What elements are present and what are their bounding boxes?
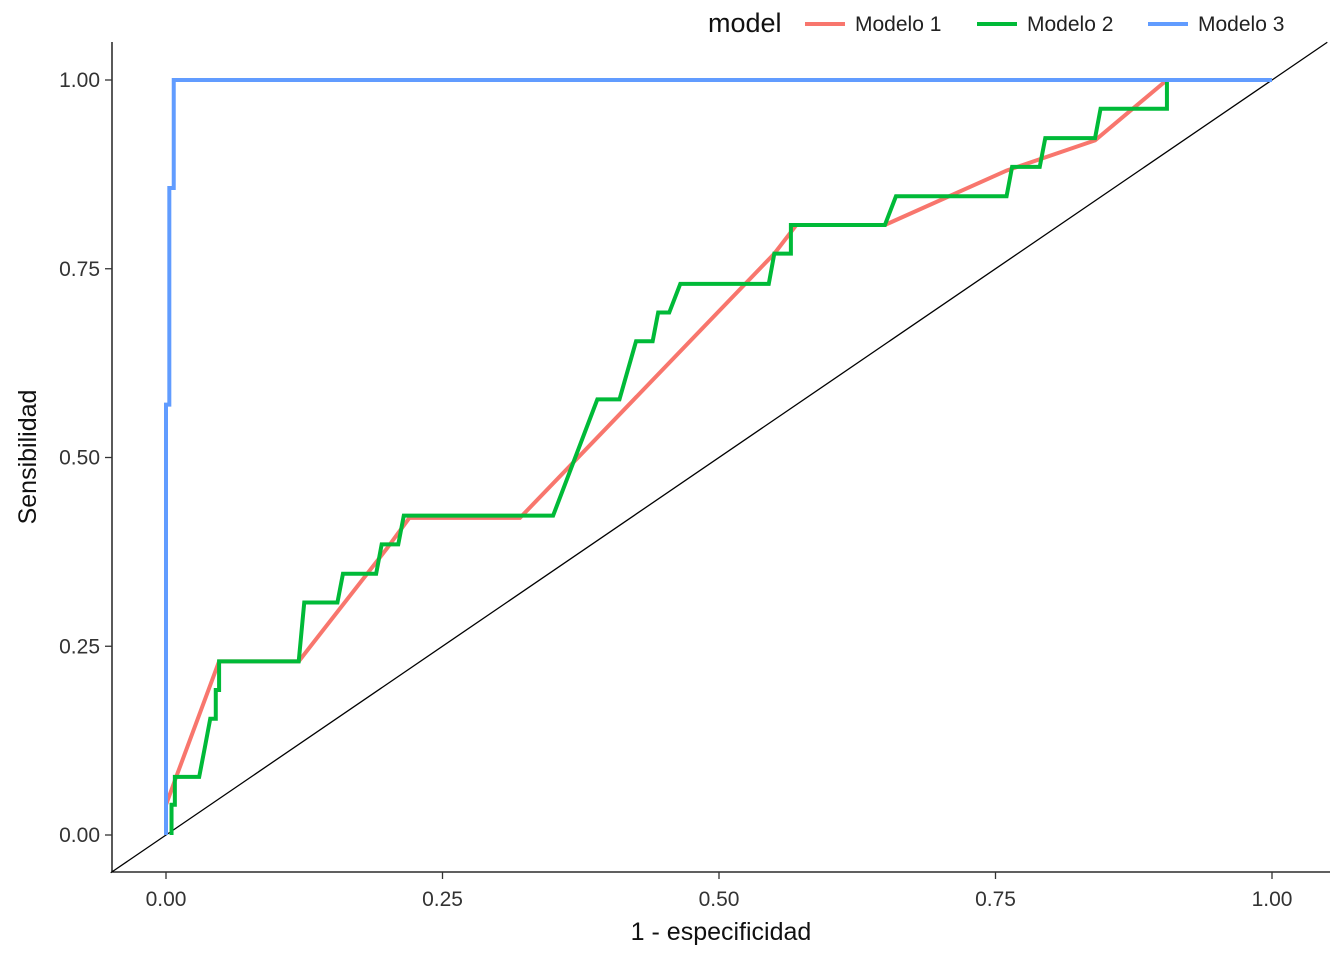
legend: model Modelo 1 Modelo 2 Modelo 3: [708, 8, 1284, 38]
legend-label-modelo-2: Modelo 2: [1027, 13, 1113, 36]
series-line-modelo-3: [164, 78, 1272, 835]
x-tick-label-4: 1.00: [1252, 888, 1293, 911]
x-ticks: 0.00 0.25 0.50 0.75 1.00: [146, 872, 1293, 911]
x-tick-label-3: 0.75: [975, 888, 1016, 911]
y-axis-title: Sensibilidad: [14, 390, 42, 525]
y-tick-label-0: 0.00: [59, 824, 100, 847]
y-tick-label-1: 0.25: [59, 635, 100, 658]
legend-label-modelo-3: Modelo 3: [1198, 13, 1284, 36]
series-line-modelo-1: [164, 78, 1169, 835]
legend-entry-modelo-1: Modelo 1: [805, 13, 941, 36]
legend-title: model: [708, 8, 782, 38]
legend-entry-modelo-3: Modelo 3: [1148, 13, 1284, 36]
series-line-modelo-2: [169, 80, 1169, 835]
y-tick-label-2: 0.50: [59, 447, 100, 470]
y-tick-label-3: 0.75: [59, 258, 100, 281]
x-tick-label-0: 0.00: [146, 888, 187, 911]
x-tick-label-2: 0.50: [699, 888, 740, 911]
reference-diagonal: [110, 41, 1328, 874]
legend-entry-modelo-2: Modelo 2: [977, 13, 1113, 36]
axes: 0.00 0.25 0.50 0.75 1.00 0.00 0.25 0.50 …: [14, 42, 1330, 946]
y-tick-label-4: 1.00: [59, 69, 100, 92]
x-tick-label-1: 0.25: [422, 888, 463, 911]
plot-area: [110, 41, 1328, 874]
y-ticks: 0.00 0.25 0.50 0.75 1.00: [59, 69, 112, 847]
x-axis-title: 1 - especificidad: [631, 918, 812, 946]
legend-label-modelo-1: Modelo 1: [855, 13, 941, 36]
